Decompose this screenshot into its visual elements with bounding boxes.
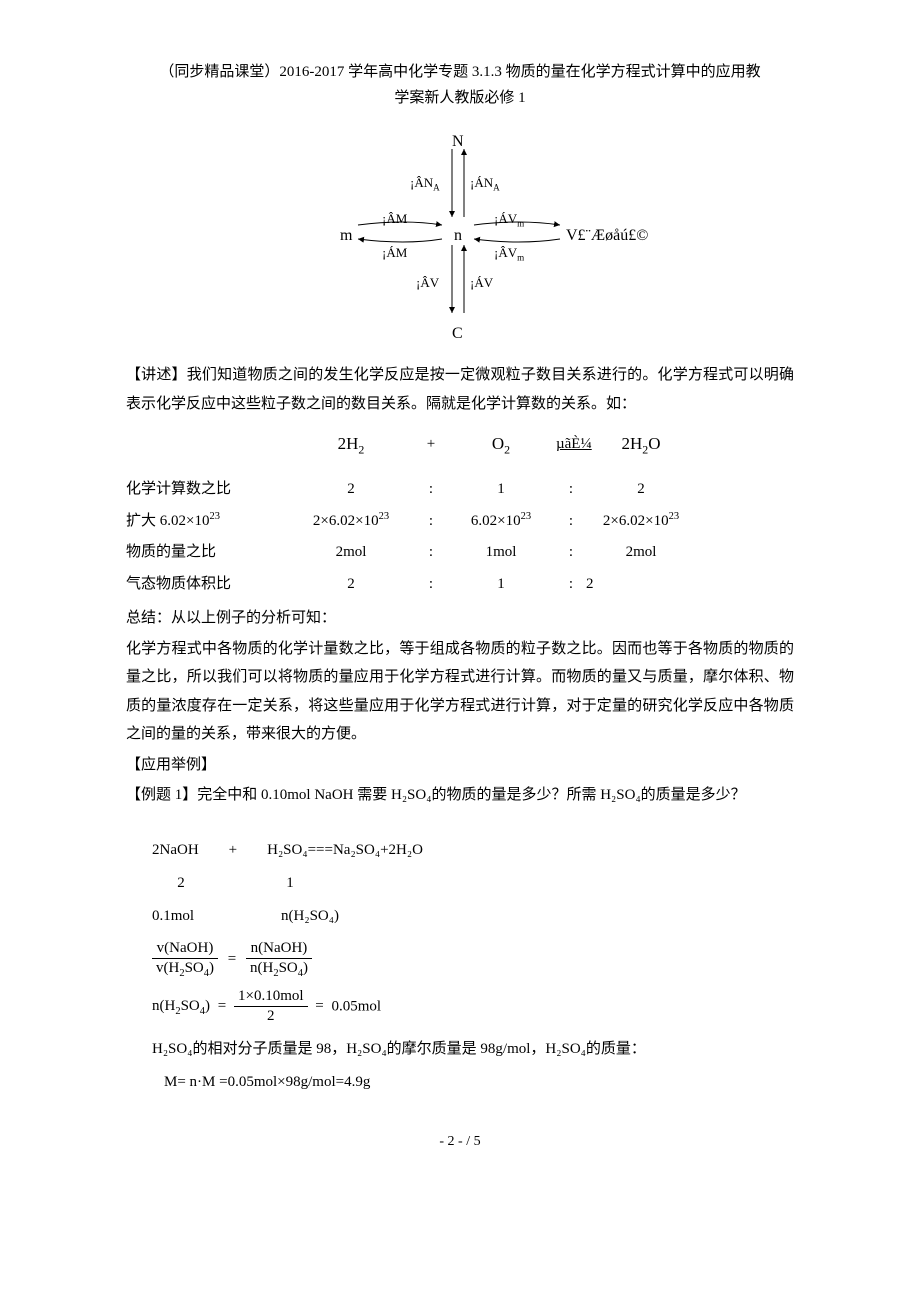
eq-row-vol: 气态物质体积比 2 : 1 : 2 (126, 570, 794, 599)
lbl-left-top: ¡ÂM (382, 207, 407, 232)
lecture-intro: 【讲述】我们知道物质之间的发生化学反应是按一定微观粒子数目关系进行的。化学方程式… (126, 361, 794, 418)
lbl-top-right: ¡ÁNA (470, 171, 500, 197)
lbl-bot-right: ¡ÁV (470, 271, 493, 296)
eq-row-expand: 扩大 6.02×1023 2×6.02×1023 : 6.02×1023 : 2… (126, 507, 794, 536)
lbl-left-bot: ¡ÁM (382, 241, 407, 266)
ex1-row2: 0.1mol n(H₂SO₄) (152, 900, 794, 933)
ex1-frac-eq2: n(H2SO4) = 1×0.10mol 2 = 0.05mol (152, 987, 794, 1027)
page: （同步精品课堂）2016-2017 学年高中化学专题 3.1.3 物质的量在化学… (0, 0, 920, 1195)
example1-question: 【例题 1】完全中和 0.10mol NaOH 需要 H₂SO₄的物质的量是多少… (126, 781, 794, 810)
node-V: V£¨Æøåú£© (566, 221, 648, 251)
lbl-bot-left: ¡ÂV (416, 271, 439, 296)
ex1-equation: 2NaOH + H₂SO₄===Na₂SO₄+2H₂O (152, 834, 794, 867)
node-N: N (452, 127, 464, 157)
conversion-diagram: N m n V£¨Æøåú£© C ¡ÂNA ¡ÁNA ¡ÂM ¡ÁM ¡ÁVm… (260, 123, 660, 343)
summary-head: 总结：从以上例子的分析可知： (126, 604, 794, 633)
apply-head: 【应用举例】 (126, 751, 794, 780)
ex1-text1: H₂SO₄的相对分子质量是 98，H₂SO₄的摩尔质量是 98g/mol，H₂S… (152, 1033, 794, 1066)
node-m: m (340, 221, 352, 251)
example1-work: 2NaOH + H₂SO₄===Na₂SO₄+2H₂O 2 1 0.1mol n… (152, 834, 794, 1099)
summary-body: 化学方程式中各物质的化学计量数之比，等于组成各物质的粒子数之比。因而也等于各物质… (126, 635, 794, 749)
ex1-text2: M= n·M =0.05mol×98g/mol=4.9g (164, 1066, 794, 1099)
node-n: n (454, 221, 462, 251)
ex1-frac-eq1: v(NaOH) v(H2SO4) = n(NaOH) n(H2SO4) (152, 939, 794, 981)
equation-header: 2H2 + O2 µãÈ¼ 2H2O (126, 428, 794, 461)
lbl-top-left: ¡ÂNA (410, 171, 440, 197)
ex1-row1: 2 1 (152, 867, 794, 900)
header-line-2: 学案新人教版必修 1 (126, 86, 794, 112)
lbl-right-bot: ¡ÂVm (494, 241, 524, 267)
eq-row-ratio: 化学计算数之比 2 : 1 : 2 (126, 475, 794, 504)
page-header: （同步精品课堂）2016-2017 学年高中化学专题 3.1.3 物质的量在化学… (126, 60, 794, 111)
eq-row-mol: 物质的量之比 2mol : 1mol : 2mol (126, 538, 794, 567)
page-footer: - 2 - / 5 (126, 1129, 794, 1156)
header-line-1: （同步精品课堂）2016-2017 学年高中化学专题 3.1.3 物质的量在化学… (126, 60, 794, 86)
lbl-right-top: ¡ÁVm (494, 207, 524, 233)
node-C: C (452, 319, 463, 349)
